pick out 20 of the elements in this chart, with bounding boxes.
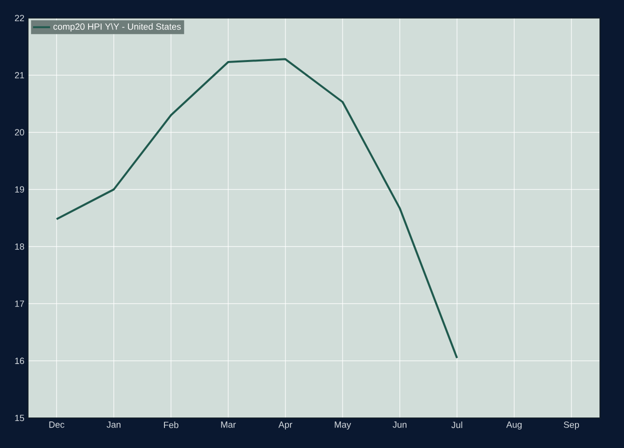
x-tick-label: Jun [392,422,406,428]
x-tick-label: Feb [164,422,178,428]
x-tick-label: Sep [564,422,580,430]
y-tick-label: 22 [14,14,24,22]
x-tick-label: Dec [49,422,64,428]
x-tick-label: Jul [451,422,462,428]
y-tick-label: 15 [15,414,24,422]
y-tick-label: 17 [15,300,24,307]
y-tick-label: 20 [14,129,24,136]
x-tick-label: Jan [106,422,120,428]
x-tick-label: Mar [221,422,236,428]
x-tick-label: Aug [506,422,522,430]
y-tick-label: 21 [14,72,24,78]
x-tick-label: May [334,422,352,430]
line-series [56,58,458,359]
legend-label: comp20 HPI Y\Y - United States [53,23,181,32]
x-tick-label: Apr [278,422,292,430]
y-tick-label: 18 [15,243,24,250]
y-tick-label: 19 [15,186,24,193]
y-tick-label: 16 [15,358,24,364]
